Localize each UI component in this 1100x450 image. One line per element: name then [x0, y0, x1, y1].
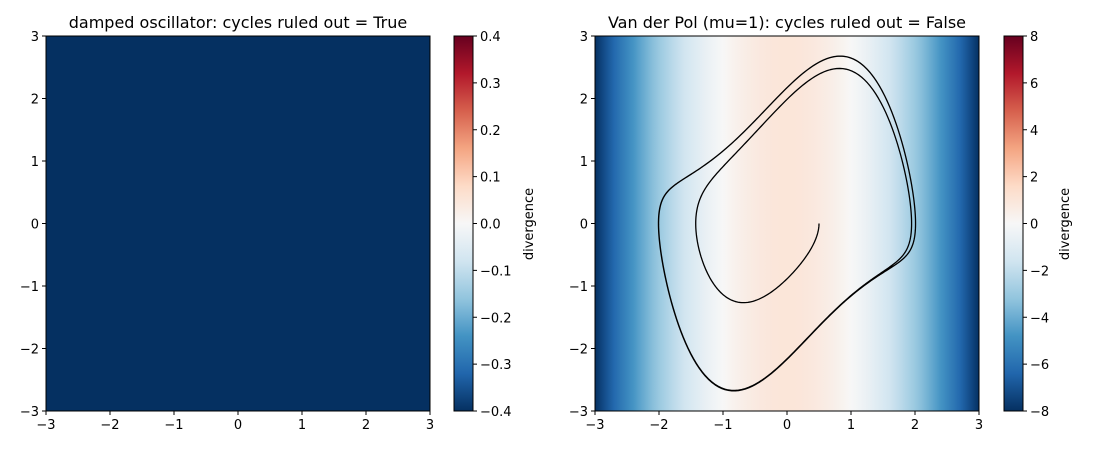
- x-axis: −3 −2 −1 0 1 2 3: [36, 411, 434, 433]
- panel-damped-oscillator: damped oscillator: cycles ruled out = Tr…: [20, 13, 537, 433]
- colorbar-tick-label: 8: [1030, 30, 1038, 45]
- heatmap-field: [46, 36, 430, 411]
- colorbar-tick-label: 0.2: [480, 124, 501, 139]
- y-tick-label: −2: [20, 343, 39, 358]
- x-tick-label: 0: [783, 418, 791, 433]
- y-tick-label: 1: [31, 155, 39, 170]
- x-tick-label: 1: [298, 418, 306, 433]
- colorbar-tick-label: 2: [1030, 171, 1038, 186]
- y-tick-label: 3: [580, 30, 588, 45]
- x-tick-label: −1: [713, 418, 732, 433]
- y-tick-label: −1: [20, 280, 39, 295]
- y-tick-label: −1: [569, 280, 588, 295]
- x-axis: −3 −2 −1 0 1 2 3: [585, 411, 983, 433]
- x-tick-label: 2: [362, 418, 370, 433]
- chart-title: Van der Pol (mu=1): cycles ruled out = F…: [608, 13, 966, 32]
- colorbar-tick-label: −6: [1030, 358, 1049, 373]
- colorbar-label: divergence: [522, 188, 537, 260]
- colorbar-tick-label: −8: [1030, 405, 1049, 420]
- trajectory-line: [657, 55, 917, 392]
- x-tick-label: −2: [100, 418, 119, 433]
- x-tick-label: 3: [426, 418, 434, 433]
- colorbar-axis: −8 −6 −4 −2 0 2 4 6 8: [1023, 30, 1049, 420]
- x-tick-label: 1: [847, 418, 855, 433]
- colorbar-tick-label: 0: [1030, 218, 1038, 233]
- colorbar-tick-label: 6: [1030, 77, 1038, 92]
- chart-title: damped oscillator: cycles ruled out = Tr…: [69, 13, 407, 32]
- x-tick-label: −2: [649, 418, 668, 433]
- colorbar-axis: −0.4 −0.3 −0.2 −0.1 0.0 0.1 0.2 0.3 0.4: [473, 30, 512, 420]
- colorbar-tick-label: −2: [1030, 264, 1049, 279]
- y-tick-label: 0: [580, 218, 588, 233]
- y-tick-label: −3: [569, 405, 588, 420]
- y-tick-label: 1: [580, 155, 588, 170]
- colorbar-tick-label: 0.1: [480, 171, 501, 186]
- y-axis: −3 −2 −1 0 1 2 3: [20, 30, 46, 420]
- colorbar-tick-label: −0.1: [480, 264, 512, 279]
- colorbar-tick-label: −0.2: [480, 311, 512, 326]
- colorbar-tick-label: 4: [1030, 124, 1038, 139]
- colorbar-label: divergence: [1058, 188, 1073, 260]
- y-tick-label: 3: [31, 30, 39, 45]
- x-tick-label: 2: [911, 418, 919, 433]
- colorbar-tick-label: −0.3: [480, 358, 512, 373]
- y-tick-label: 0: [31, 218, 39, 233]
- x-tick-label: 0: [234, 418, 242, 433]
- colorbar-tick-label: 0.0: [480, 218, 501, 233]
- colorbar-tick-label: −0.4: [480, 405, 512, 420]
- colorbar: [1003, 35, 1024, 412]
- colorbar-tick-label: −4: [1030, 311, 1049, 326]
- y-tick-label: −3: [20, 405, 39, 420]
- x-tick-label: −3: [585, 418, 604, 433]
- y-tick-label: 2: [31, 93, 39, 108]
- y-axis: −3 −2 −1 0 1 2 3: [569, 30, 595, 420]
- colorbar-tick-label: 0.3: [480, 77, 501, 92]
- colorbar-tick-label: 0.4: [480, 30, 501, 45]
- panel-van-der-pol: Van der Pol (mu=1): cycles ruled out = F…: [569, 13, 1073, 433]
- x-tick-label: 3: [975, 418, 983, 433]
- colorbar: [453, 35, 474, 412]
- heatmap-field: [595, 36, 979, 411]
- y-tick-label: 2: [580, 93, 588, 108]
- x-tick-label: −1: [164, 418, 183, 433]
- y-tick-label: −2: [569, 343, 588, 358]
- x-tick-label: −3: [36, 418, 55, 433]
